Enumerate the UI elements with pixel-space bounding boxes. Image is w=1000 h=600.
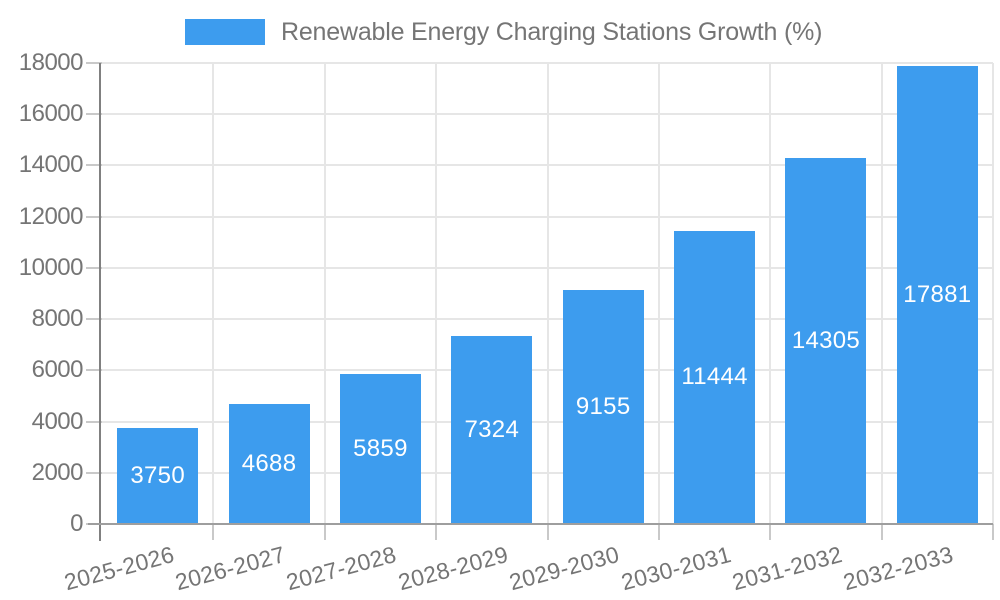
bar: 4688 [228, 403, 310, 524]
y-tick-label: 12000 [18, 202, 84, 230]
y-tick-label: 6000 [31, 356, 84, 384]
y-axis-tick [86, 62, 102, 64]
bar-value-label: 14305 [791, 326, 861, 354]
y-axis-tick [86, 113, 102, 116]
bar: 3750 [117, 427, 199, 524]
y-tick-label: 18000 [18, 49, 84, 76]
y-tick-label: 10000 [18, 253, 84, 281]
y-tick-label: 4000 [31, 407, 84, 435]
bar-value-label: 4688 [241, 449, 297, 477]
x-axis-tick [880, 524, 883, 540]
y-axis-line [99, 63, 101, 541]
x-axis-tick [435, 524, 438, 540]
gridline-v [212, 63, 215, 524]
x-axis-line [88, 523, 993, 525]
gridline-v [546, 63, 549, 524]
bar-value-label: 11444 [681, 363, 748, 391]
gridline-v [657, 63, 660, 524]
legend-swatch-icon [185, 19, 265, 45]
bar: 14305 [785, 157, 867, 524]
bar-value-label: 17881 [903, 281, 972, 309]
bar: 9155 [562, 289, 644, 524]
y-axis-tick [86, 471, 102, 474]
bar: 11444 [674, 230, 756, 524]
y-tick-label: 0 [70, 510, 83, 537]
bar-value-label: 7324 [464, 416, 520, 444]
gridline-v [435, 63, 438, 524]
y-axis-tick [86, 420, 102, 423]
y-tick-label: 14000 [18, 151, 84, 179]
x-axis-tick [657, 524, 660, 540]
bar: 17881 [896, 66, 978, 524]
bar: 5859 [339, 373, 421, 524]
x-axis-tick [212, 524, 215, 540]
bar: 7324 [451, 336, 533, 524]
gridline-v [769, 63, 772, 524]
x-axis-tick [769, 524, 772, 540]
y-axis-tick [86, 215, 102, 218]
x-axis-tick [992, 524, 994, 540]
gridline-v [992, 63, 994, 524]
x-axis-tick [323, 524, 326, 540]
x-axis-tick [546, 524, 549, 540]
y-tick-label: 16000 [18, 100, 84, 128]
gridline-v [323, 63, 326, 524]
y-tick-label: 2000 [31, 458, 84, 486]
y-axis-tick [86, 318, 102, 321]
gridline-v [880, 63, 883, 524]
y-tick-label: 8000 [31, 305, 84, 333]
y-axis-tick [86, 369, 102, 372]
y-axis-tick [86, 266, 102, 269]
bar-value-label: 9155 [575, 392, 631, 420]
y-axis-tick [86, 164, 102, 167]
bar-value-label: 5859 [353, 434, 408, 462]
legend-label: Renewable Energy Charging Stations Growt… [281, 17, 823, 46]
bar-value-label: 3750 [130, 461, 185, 489]
